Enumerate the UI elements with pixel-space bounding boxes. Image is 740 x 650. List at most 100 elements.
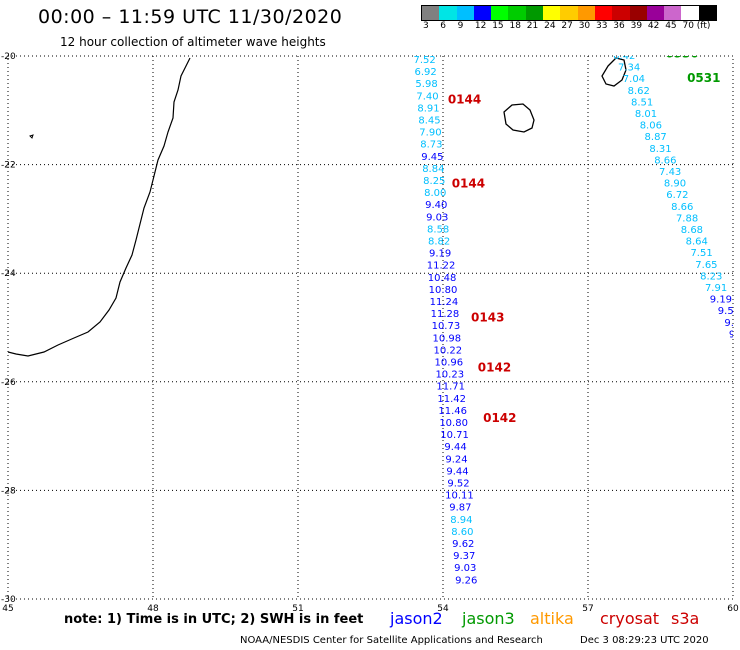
colorbar-label: 45	[665, 21, 677, 31]
wave-height-label: 9.19	[710, 295, 732, 306]
pass-time-label: 0144	[448, 93, 481, 107]
colorbar-label: 9	[457, 21, 464, 31]
colorbar-swatch	[525, 6, 544, 20]
pass-time-label: 0530	[665, 47, 698, 61]
wave-height-label: 8.94	[450, 515, 472, 526]
wave-height-label: 9.5	[718, 306, 734, 317]
wave-height-label: 8.73	[420, 140, 442, 151]
wave-height-label: 6.92	[414, 67, 436, 78]
colorbar-label: 21	[526, 21, 539, 31]
map-title: 00:00 – 11:59 UTC 11/30/2020	[38, 6, 343, 28]
wave-height-label: 7.90	[419, 128, 441, 139]
lat-tick-label: -30	[1, 595, 16, 605]
wave-height-label: 9.44	[446, 466, 468, 477]
colorbar-label: 27	[561, 21, 573, 31]
wave-height-label: 7.52	[414, 55, 436, 66]
colorbar-label: 30	[578, 21, 591, 31]
wave-height-label: 8.62	[628, 86, 650, 97]
wave-height-label: 9.03	[454, 563, 476, 574]
wave-height-label: 7.51	[690, 248, 712, 259]
lat-tick-label: -26	[1, 378, 16, 388]
reunion-island-outline	[503, 103, 535, 133]
wave-height-label: 11.22	[427, 261, 456, 272]
wave-height-label: 8.31	[649, 144, 671, 155]
timestamp-text: Dec 3 08:29:23 UTC 2020	[580, 635, 709, 646]
wave-height-label: 8.66	[671, 202, 693, 213]
wave-height-label: 6.72	[666, 190, 688, 201]
lat-tick-label: -20	[1, 52, 16, 62]
wave-height-label: 6.42	[613, 51, 635, 62]
colorbar-label: 12	[474, 21, 487, 31]
footer-note: note: 1) Time is in UTC; 2) SWH is in fe…	[64, 612, 364, 627]
wave-height-label: 7.43	[659, 167, 681, 178]
wave-height-label: 10.80	[439, 418, 468, 429]
pass-time-label: 0531	[687, 71, 720, 85]
legend-s3a: s3a	[671, 609, 700, 628]
islet-outline	[29, 134, 34, 139]
wave-height-label: 8.87	[645, 132, 667, 143]
lat-tick-label: -28	[1, 486, 16, 496]
colorbar-label: 39	[630, 21, 643, 31]
wave-height-label: 10.80	[429, 285, 458, 296]
lat-tick-label: -24	[1, 269, 16, 279]
lon-tick-label: 60	[727, 604, 739, 614]
wave-height-label: 8.60	[451, 527, 473, 538]
wave-height-label: 11.46	[438, 406, 467, 417]
lon-tick-label: 48	[147, 604, 159, 614]
wave-height-label: 7.91	[705, 283, 727, 294]
wave-height-label: 9	[729, 329, 735, 340]
colorbar-swatch	[612, 6, 630, 20]
colorbar-label: 36	[613, 21, 625, 31]
pass-time-label: 0142	[483, 411, 516, 425]
wave-height-label: 8.82	[428, 237, 450, 248]
madagascar-coastline	[8, 57, 191, 357]
map-content: 7.526.925.987.408.91 8.457.908.739.458.84…	[8, 47, 735, 586]
lon-tick-label: 57	[582, 604, 593, 614]
colorbar-label: 15	[492, 21, 504, 31]
colorbar-swatch	[560, 6, 578, 20]
wave-height-label: 9.03	[426, 212, 448, 223]
wave-height-label: 7.34	[618, 63, 640, 74]
wave-height-label: 8.84	[422, 164, 444, 175]
pass-time-label: 0143	[471, 310, 504, 324]
wave-height-label: 11.28	[431, 309, 460, 320]
wave-height-label: 5.98	[415, 79, 437, 90]
wave-height-label: 7.88	[676, 213, 698, 224]
colorbar-swatch	[456, 6, 474, 20]
wave-height-label: 8.01	[635, 109, 657, 120]
legend-jason3: jason3	[462, 609, 515, 628]
wave-height-label: 8.58	[427, 224, 449, 235]
wave-height-label: 9.	[724, 318, 734, 329]
colorbar-label: 3	[423, 21, 429, 31]
wave-height-label: 8.51	[631, 97, 653, 108]
map-frame	[7, 55, 734, 600]
wave-height-label: 8.06	[640, 121, 662, 132]
wave-height-label: 8.64	[686, 237, 708, 248]
wave-height-label: 10.48	[428, 273, 457, 284]
wave-height-label: 10.98	[433, 333, 462, 344]
colorbar-swatch	[508, 6, 526, 20]
wave-height-label: 8.91	[417, 103, 439, 114]
colorbar-swatch	[491, 6, 509, 20]
colorbar-label: 42	[647, 21, 660, 31]
wave-height-label: 8.66	[654, 155, 676, 166]
colorbar-swatch	[664, 6, 682, 20]
colorbar	[421, 5, 718, 21]
colorbar-swatch	[698, 6, 717, 20]
map-subtitle: 12 hour collection of altimeter wave hei…	[60, 35, 326, 49]
colorbar-swatch	[422, 6, 440, 20]
wave-height-label: 9.44	[444, 442, 466, 453]
lat-tick-label: -22	[1, 161, 16, 171]
colorbar-label: 6	[440, 21, 447, 31]
colorbar-swatch	[543, 6, 561, 20]
mauritius-island-outline	[601, 57, 627, 87]
wave-height-label: 10.22	[434, 345, 463, 356]
legend-cryosat: cryosat	[600, 609, 660, 628]
wave-height-label: 10.11	[445, 491, 474, 502]
colorbar-swatch	[681, 6, 699, 20]
credit-text: NOAA/NESDIS Center for Satellite Applica…	[240, 635, 543, 646]
colorbar-label: (ft)	[696, 21, 711, 31]
colorbar-swatch	[577, 6, 595, 20]
wave-height-label: 8.23	[700, 271, 722, 282]
